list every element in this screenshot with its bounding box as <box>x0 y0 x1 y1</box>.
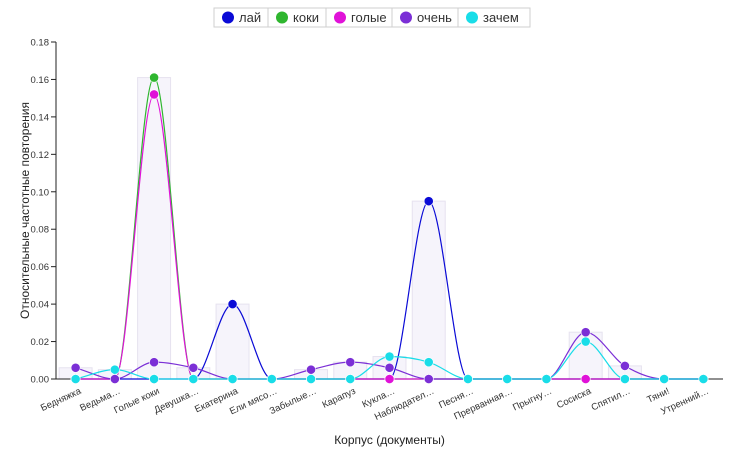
data-point[interactable] <box>541 374 552 384</box>
y-tick-label: 0.04 <box>31 300 50 311</box>
legend[interactable]: лай коки голые очень зачем <box>213 7 531 28</box>
category-bar <box>215 303 250 380</box>
y-tick-label: 0.08 <box>31 225 50 236</box>
data-point[interactable] <box>306 364 316 375</box>
data-point[interactable] <box>580 336 591 347</box>
data-point[interactable] <box>149 72 159 83</box>
data-point[interactable] <box>384 351 395 362</box>
data-point[interactable] <box>70 374 81 384</box>
x-tick-label: Сосиска <box>555 385 593 411</box>
data-point[interactable] <box>345 374 356 384</box>
data-point[interactable] <box>423 196 434 207</box>
legend-label: очень <box>417 10 452 25</box>
legend-marker <box>276 11 288 24</box>
y-axis-ticks: 0.00 0.02 0.04 0.06 0.08 0.10 0.12 0.14 0.16 0.18 <box>31 38 56 386</box>
data-point[interactable] <box>149 374 159 384</box>
data-point[interactable] <box>463 374 473 384</box>
legend-marker <box>222 11 234 24</box>
x-axis-title: Корпус (документы) <box>334 433 445 447</box>
series-points <box>70 72 709 384</box>
data-point[interactable] <box>149 357 159 368</box>
data-point[interactable] <box>698 374 709 384</box>
y-tick-label: 0.10 <box>31 187 50 198</box>
data-point[interactable] <box>227 374 238 384</box>
legend-item[interactable]: зачем <box>457 7 531 28</box>
data-point[interactable] <box>423 374 434 384</box>
data-point[interactable] <box>659 374 670 384</box>
x-tick-label: Спятил… <box>590 386 633 414</box>
data-point[interactable] <box>620 360 630 371</box>
category-bar <box>137 77 172 380</box>
legend-item-box <box>457 7 531 28</box>
data-point[interactable] <box>188 362 199 373</box>
y-axis-title: Относительные частотные повторения <box>18 102 32 319</box>
data-point[interactable] <box>620 374 630 384</box>
data-point[interactable] <box>306 374 316 384</box>
legend-marker <box>400 11 412 24</box>
y-tick-label: 0.12 <box>31 150 50 161</box>
y-tick-label: 0.18 <box>31 38 50 49</box>
legend-label: коки <box>293 10 319 25</box>
y-tick-label: 0.06 <box>31 262 50 273</box>
x-tick-label: Прыгну… <box>511 386 554 414</box>
data-point[interactable] <box>266 374 277 384</box>
data-point[interactable] <box>423 357 434 368</box>
category-bar <box>411 200 446 380</box>
data-point[interactable] <box>580 327 591 338</box>
data-point[interactable] <box>227 299 238 310</box>
legend-label: голые <box>351 10 387 25</box>
legend-item[interactable]: лай <box>213 7 269 28</box>
y-tick-label: 0.00 <box>31 375 50 386</box>
data-point[interactable] <box>580 374 591 384</box>
x-tick-label: Бедняжка <box>39 385 83 414</box>
data-point[interactable] <box>384 362 395 373</box>
data-point[interactable] <box>345 357 356 368</box>
legend-item[interactable]: коки <box>267 7 327 28</box>
data-point[interactable] <box>70 362 81 373</box>
data-point[interactable] <box>149 89 159 100</box>
y-tick-label: 0.16 <box>31 75 50 86</box>
y-tick-label: 0.14 <box>31 112 50 123</box>
legend-item[interactable]: очень <box>391 7 459 28</box>
legend-label: зачем <box>483 10 519 25</box>
y-tick-label: 0.02 <box>31 337 50 348</box>
legend-marker <box>466 11 478 24</box>
data-point[interactable] <box>502 374 513 384</box>
data-point[interactable] <box>109 374 120 384</box>
x-tick-label: Карапуз <box>321 386 358 411</box>
legend-marker <box>334 11 346 24</box>
data-point[interactable] <box>384 374 395 384</box>
x-tick-label: Девушка… <box>152 386 200 416</box>
legend-item[interactable]: голые <box>325 7 393 28</box>
data-point[interactable] <box>188 374 199 384</box>
legend-label: лай <box>239 10 261 25</box>
data-point[interactable] <box>109 364 120 375</box>
